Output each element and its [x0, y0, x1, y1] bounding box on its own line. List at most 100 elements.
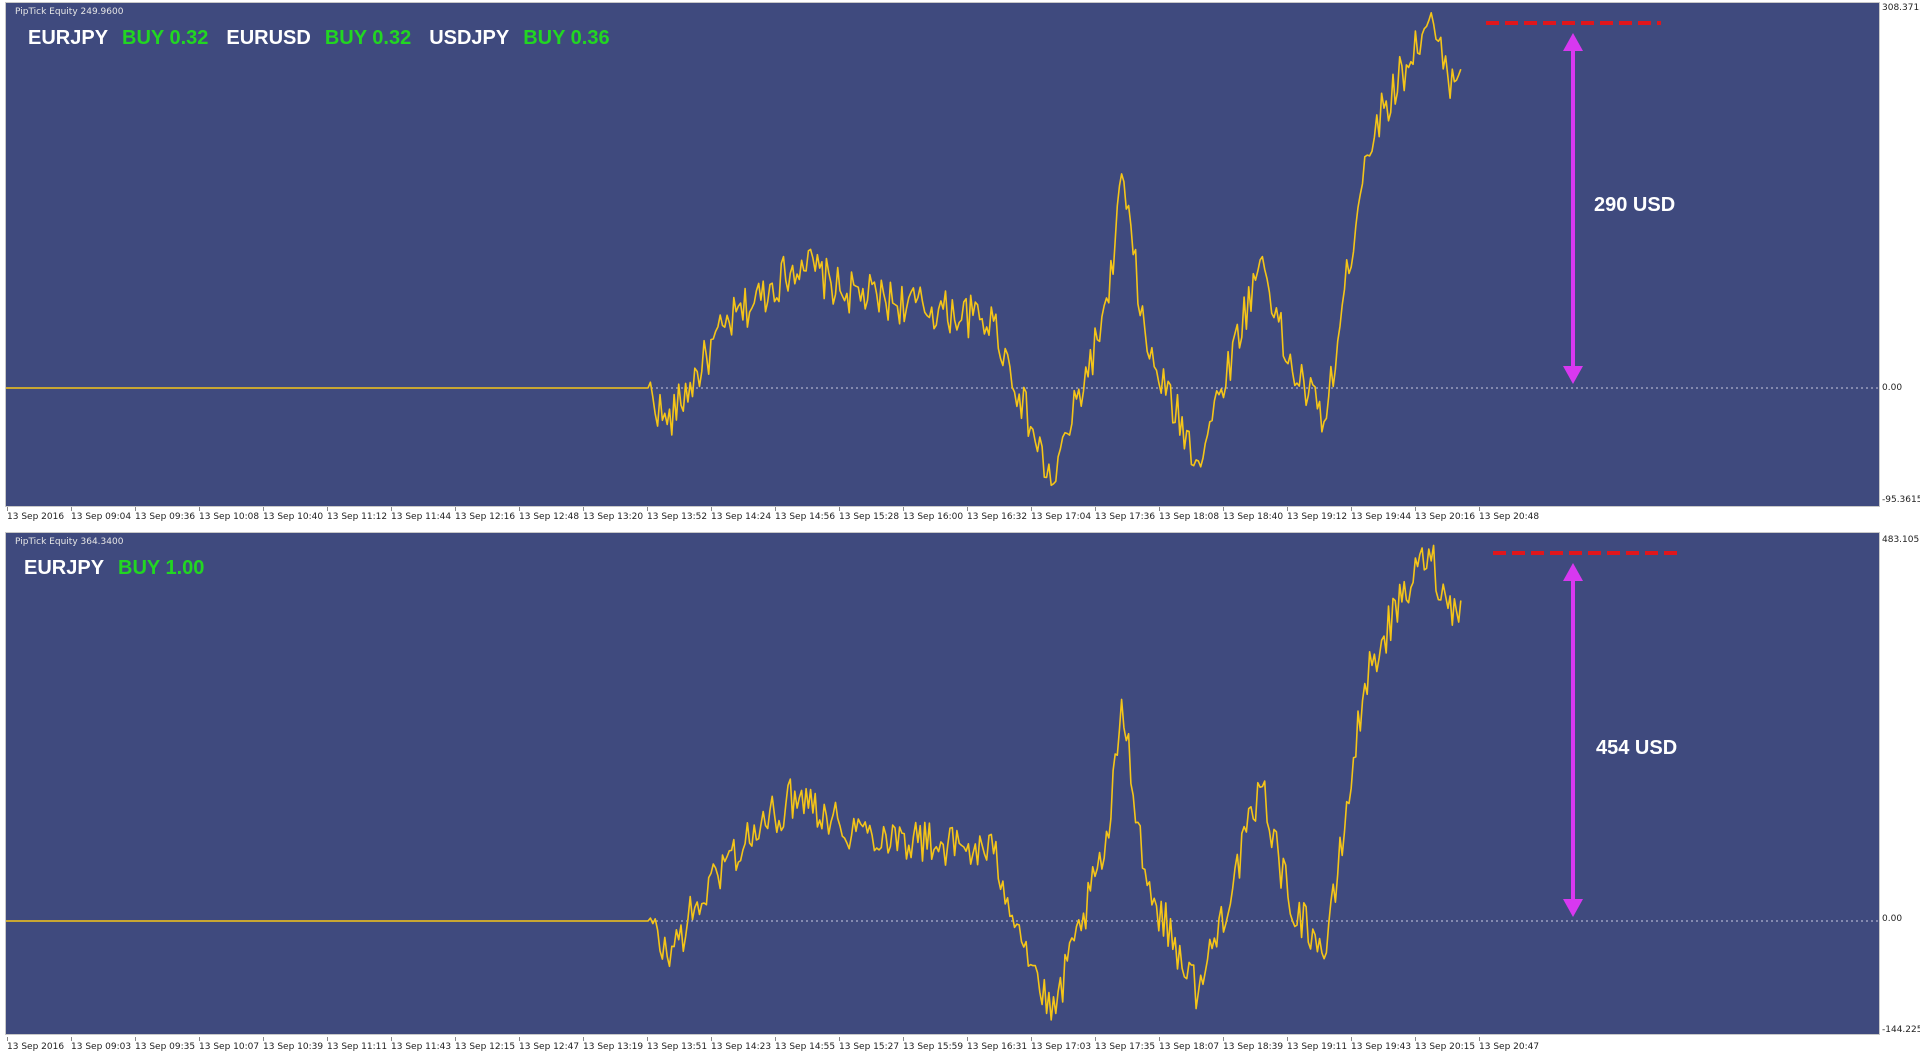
x-tick-label: 13 Sep 17:36 [1095, 512, 1156, 522]
x-tick-mark [7, 507, 8, 511]
x-tick-label: 13 Sep 13:51 [647, 1042, 708, 1052]
x-tick-mark [711, 1037, 712, 1041]
x-tick-mark [1223, 1037, 1224, 1041]
x-tick-label: 13 Sep 17:35 [1095, 1042, 1156, 1052]
x-tick-mark [903, 507, 904, 511]
arrow-head-up [1563, 33, 1583, 52]
y-tick-label: 0.00 [1882, 914, 1903, 924]
arrow-head-down [1563, 366, 1583, 384]
gain-annotation-1: 290 USD [1594, 194, 1676, 216]
x-tick-label: 13 Sep 2016 [7, 1042, 65, 1052]
x-tick-label: 13 Sep 12:16 [455, 512, 516, 522]
position-item: EURUSD BUY 0.32 [226, 27, 411, 50]
y-tick-label: -144.225 [1882, 1025, 1920, 1035]
plot-area-2: PipTick Equity 364.3400 EURJPY BUY 1.00 4… [5, 532, 1880, 1035]
panel-title-2: PipTick Equity 364.3400 [15, 537, 124, 547]
x-tick-mark [1095, 507, 1096, 511]
x-tick-mark [1031, 1037, 1032, 1041]
x-tick-mark [1287, 1037, 1288, 1041]
x-tick-mark [1415, 507, 1416, 511]
x-tick-label: 13 Sep 11:11 [327, 1042, 388, 1052]
x-tick-label: 13 Sep 11:12 [327, 512, 388, 522]
x-tick-mark [711, 507, 712, 511]
action-label: BUY 0.36 [523, 27, 610, 49]
x-tick-label: 13 Sep 15:28 [839, 512, 900, 522]
x-tick-label: 13 Sep 12:47 [519, 1042, 580, 1052]
x-tick-label: 13 Sep 17:03 [1031, 1042, 1092, 1052]
x-tick-mark [1095, 1037, 1096, 1041]
x-tick-label: 13 Sep 16:32 [967, 512, 1028, 522]
x-tick-mark [199, 507, 200, 511]
symbol-label: EURUSD [226, 27, 311, 49]
equity-line [6, 544, 1462, 1021]
x-tick-label: 13 Sep 18:40 [1223, 512, 1284, 522]
x-tick-label: 13 Sep 20:47 [1479, 1042, 1540, 1052]
x-tick-mark [1479, 507, 1480, 511]
gain-annotation-2: 454 USD [1596, 737, 1678, 759]
x-tick-label: 13 Sep 10:08 [199, 512, 260, 522]
symbol-label: EURJPY [24, 557, 105, 579]
x-tick-mark [839, 507, 840, 511]
x-tick-label: 13 Sep 10:40 [263, 512, 324, 522]
x-tick-mark [1031, 507, 1032, 511]
x-tick-mark [327, 507, 328, 511]
x-tick-label: 13 Sep 12:15 [455, 1042, 516, 1052]
equity-chart-2 [6, 544, 1879, 1021]
x-tick-mark [1223, 507, 1224, 511]
x-tick-label: 13 Sep 14:56 [775, 512, 836, 522]
y-tick-label: 0.00 [1882, 383, 1903, 393]
x-tick-mark [135, 507, 136, 511]
equity-line [6, 12, 1462, 487]
equity-panel-2: PipTick Equity 364.3400 EURJPY BUY 1.00 4… [0, 530, 1920, 1058]
symbol-label: EURJPY [28, 27, 109, 49]
x-tick-label: 13 Sep 09:03 [71, 1042, 132, 1052]
symbol-label: USDJPY [429, 27, 510, 49]
x-tick-mark [71, 1037, 72, 1041]
x-tick-mark [775, 1037, 776, 1041]
x-tick-label: 13 Sep 13:19 [583, 1042, 644, 1052]
x-tick-label: 13 Sep 16:31 [967, 1042, 1028, 1052]
x-tick-label: 13 Sep 14:24 [711, 512, 772, 522]
x-tick-mark [839, 1037, 840, 1041]
x-tick-mark [519, 1037, 520, 1041]
x-tick-mark [1159, 1037, 1160, 1041]
x-tick-mark [583, 507, 584, 511]
x-tick-mark [391, 507, 392, 511]
x-tick-mark [775, 507, 776, 511]
x-tick-mark [7, 1037, 8, 1041]
y-tick-label: 483.105 [1882, 535, 1920, 545]
action-label: BUY 1.00 [118, 557, 205, 579]
positions-legend-1: EURJPY BUY 0.32 EURUSD BUY 0.32 USDJPY BUY … [28, 27, 614, 50]
x-tick-mark [1479, 1037, 1480, 1041]
positions-legend-2: EURJPY BUY 1.00 [24, 557, 208, 580]
x-tick-label: 13 Sep 20:15 [1415, 1042, 1476, 1052]
x-tick-mark [263, 1037, 264, 1041]
equity-chart-1 [6, 12, 1879, 487]
plot-area-1: PipTick Equity 249.9600 EURJPY BUY 0.32 E… [5, 2, 1880, 507]
x-tick-mark [647, 1037, 648, 1041]
position-item: EURJPY BUY 0.32 [28, 27, 208, 50]
y-tick-label: -95.3615 [1882, 495, 1920, 505]
x-tick-label: 13 Sep 11:43 [391, 1042, 452, 1052]
x-tick-mark [455, 1037, 456, 1041]
x-tick-label: 13 Sep 09:04 [71, 512, 132, 522]
x-tick-mark [327, 1037, 328, 1041]
position-item: EURJPY BUY 1.00 [24, 557, 204, 580]
x-tick-label: 13 Sep 19:43 [1351, 1042, 1412, 1052]
x-tick-mark [199, 1037, 200, 1041]
x-tick-label: 13 Sep 18:08 [1159, 512, 1220, 522]
x-tick-label: 13 Sep 11:44 [391, 512, 452, 522]
x-tick-label: 13 Sep 19:44 [1351, 512, 1412, 522]
x-tick-label: 13 Sep 14:23 [711, 1042, 772, 1052]
x-tick-label: 13 Sep 19:12 [1287, 512, 1348, 522]
x-tick-mark [71, 507, 72, 511]
x-tick-label: 13 Sep 18:39 [1223, 1042, 1284, 1052]
x-tick-label: 13 Sep 2016 [7, 512, 65, 522]
x-tick-mark [1159, 507, 1160, 511]
x-tick-label: 13 Sep 20:16 [1415, 512, 1476, 522]
x-tick-label: 13 Sep 10:07 [199, 1042, 260, 1052]
x-tick-mark [967, 507, 968, 511]
x-tick-mark [583, 1037, 584, 1041]
arrow-head-up [1563, 563, 1583, 582]
x-tick-label: 13 Sep 20:48 [1479, 512, 1540, 522]
